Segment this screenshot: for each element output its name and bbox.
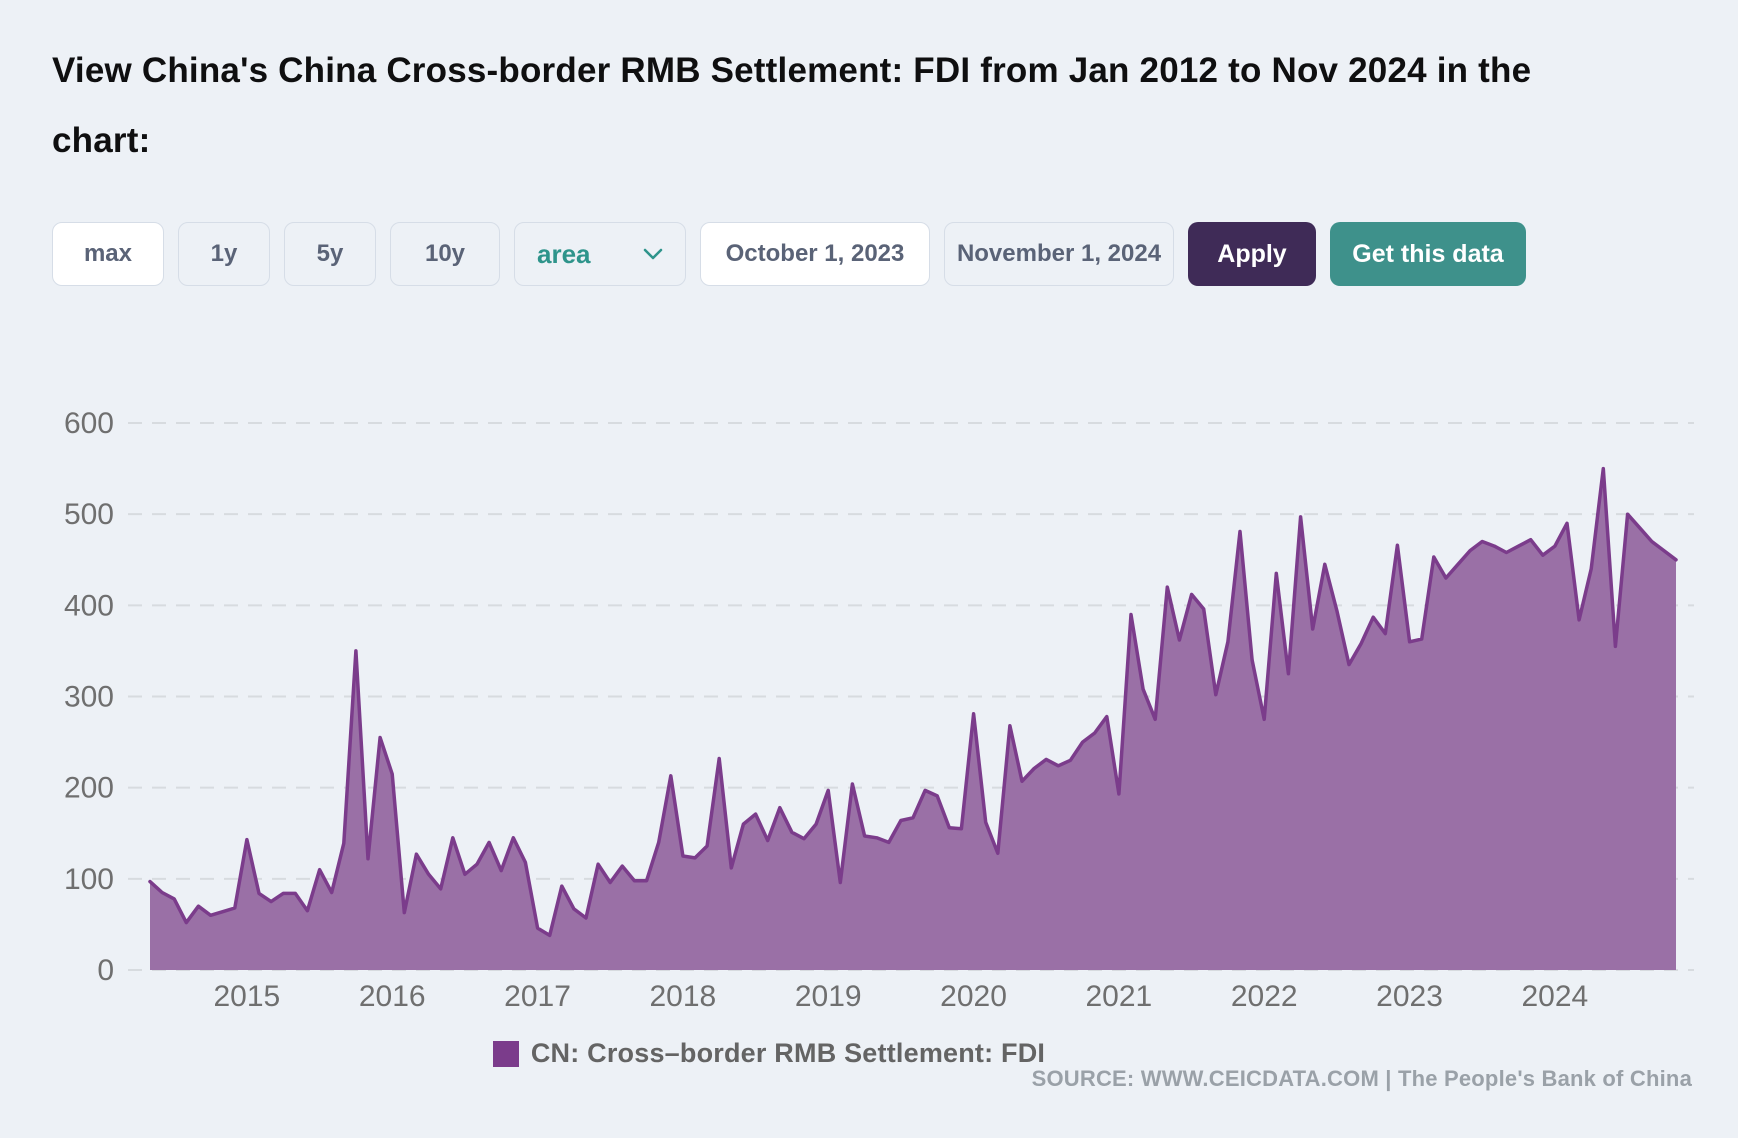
chart-toolbar: max 1y 5y 10y area October 1, 2023 Novem… — [52, 222, 1526, 286]
get-data-button[interactable]: Get this data — [1330, 222, 1526, 286]
area-chart: 0 100 200 300 400 500 600 2015 2016 2017 2018 2019 2… — [0, 330, 1738, 1030]
range-button-5y[interactable]: 5y — [284, 222, 376, 286]
x-axis-label-2017: 2017 — [504, 980, 571, 1013]
y-axis-label-600: 600 — [64, 407, 114, 440]
chevron-down-icon — [643, 248, 663, 260]
y-axis-label-200: 200 — [64, 772, 114, 805]
y-axis-label-400: 400 — [64, 589, 114, 622]
page-title: View China's China Cross-border RMB Sett… — [52, 51, 1532, 160]
legend-label: CN: Cross–border RMB Settlement: FDI — [530, 1038, 1046, 1068]
chart-svg: 0 100 200 300 400 500 600 2015 2016 2017 2018 2019 2… — [64, 407, 1694, 1013]
range-button-1y[interactable]: 1y — [178, 222, 270, 286]
range-button-10y[interactable]: 10y — [390, 222, 500, 286]
y-axis-label-0: 0 — [97, 954, 114, 987]
x-axis-label-2024: 2024 — [1522, 980, 1589, 1013]
apply-button[interactable]: Apply — [1188, 222, 1316, 286]
range-button-max[interactable]: max — [52, 222, 164, 286]
y-axis-label-500: 500 — [64, 498, 114, 531]
chart-type-select[interactable]: area — [514, 222, 686, 286]
end-date-input[interactable]: November 1, 2024 — [944, 222, 1174, 286]
x-axis-label-2021: 2021 — [1086, 980, 1153, 1013]
y-axis-label-300: 300 — [64, 681, 114, 714]
legend-swatch-icon — [492, 1040, 519, 1067]
start-date-input[interactable]: October 1, 2023 — [700, 222, 930, 286]
x-axis-label-2016: 2016 — [359, 980, 426, 1013]
x-axis-label-2018: 2018 — [650, 980, 717, 1013]
x-axis-label-2023: 2023 — [1376, 980, 1443, 1013]
y-axis-label-100: 100 — [64, 863, 114, 896]
x-axis-label-2019: 2019 — [795, 980, 862, 1013]
x-axis-label-2015: 2015 — [214, 980, 281, 1013]
chart-legend: CN: Cross–border RMB Settlement: FDI — [0, 1038, 1738, 1069]
source-attribution: SOURCE: WWW.CEICDATA.COM | The People's … — [1031, 1066, 1692, 1091]
chart-type-value: area — [537, 238, 591, 269]
area-series-fill — [150, 468, 1676, 970]
area-series-line — [148, 466, 1678, 938]
x-axis-label-2020: 2020 — [940, 980, 1007, 1013]
x-axis-label-2022: 2022 — [1231, 980, 1298, 1013]
